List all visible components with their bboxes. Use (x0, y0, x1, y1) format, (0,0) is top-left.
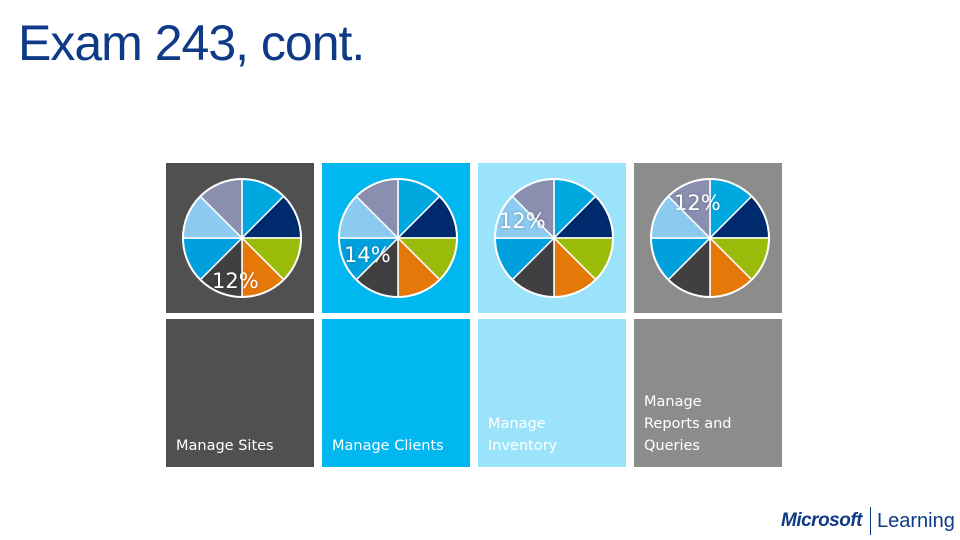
logo-brand-text: Microsoft (781, 510, 863, 531)
microsoft-learning-logo: Microsoft Learning (781, 506, 955, 536)
pie-tile-manage-sites: 12% (166, 163, 314, 313)
percent-label-manage-clients: 14% (344, 243, 391, 267)
logo-divider (870, 507, 871, 535)
pie-tile-manage-reports: 12% (634, 163, 782, 313)
pie-outline (338, 178, 458, 298)
pie-tile-manage-clients: 14% (322, 163, 470, 313)
tile-label-manage-clients: Manage Clients (332, 438, 444, 454)
tile-label-manage-inventory: Manage Inventory (488, 416, 558, 454)
label-tile-manage-clients[interactable]: Manage Clients (322, 319, 470, 467)
tile-label-manage-sites: Manage Sites (176, 438, 274, 454)
pie-chart-manage-clients (338, 178, 458, 298)
label-tile-manage-inventory[interactable]: Manage Inventory (478, 319, 626, 467)
logo-product-text: Learning (877, 509, 955, 532)
percent-label-manage-inventory: 12% (499, 209, 546, 233)
pie-chart-manage-reports (650, 178, 770, 298)
pie-tile-manage-inventory: 12% (478, 163, 626, 313)
label-tile-manage-sites[interactable]: Manage Sites (166, 319, 314, 467)
pie-chart-manage-sites (182, 178, 302, 298)
pie-outline (494, 178, 614, 298)
percent-label-manage-sites: 12% (212, 269, 259, 293)
pie-outline (650, 178, 770, 298)
slide-title: Exam 243, cont. (18, 15, 365, 71)
tile-label-manage-reports: Manage Reports and Queries (644, 394, 732, 454)
pie-outline (182, 178, 302, 298)
label-tile-manage-reports[interactable]: Manage Reports and Queries (634, 319, 782, 467)
pie-chart-manage-inventory (494, 178, 614, 298)
percent-label-manage-reports: 12% (674, 191, 721, 215)
